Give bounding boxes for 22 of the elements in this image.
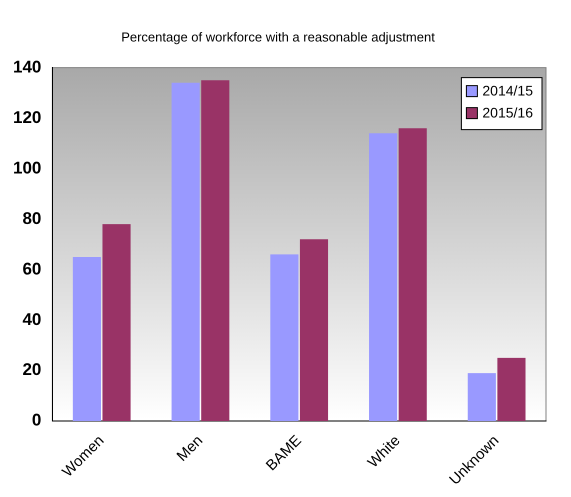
bar: [497, 358, 526, 422]
y-tick-label: 0: [32, 410, 42, 430]
bar: [270, 254, 298, 422]
y-tick-label: 140: [12, 57, 42, 76]
y-tick-label: 40: [22, 310, 42, 329]
bar: [398, 128, 427, 422]
bar: [201, 80, 230, 422]
y-tick-label: 120: [12, 108, 42, 127]
y-tick-label: 100: [12, 158, 42, 178]
bar: [300, 239, 328, 422]
y-tick-label: 80: [22, 208, 42, 228]
bar: [72, 256, 101, 422]
y-tick-label: 60: [22, 259, 42, 278]
bar: [102, 224, 131, 422]
x-tick-label: Men: [174, 432, 206, 465]
legend-label: 2015/16: [482, 104, 534, 120]
y-tick-label: 20: [22, 360, 42, 380]
chart-title: Percentage of workforce with a reasonable adjustment: [121, 29, 436, 44]
bar: [468, 373, 496, 422]
legend-label: 2014/15: [482, 82, 534, 98]
bar: [369, 133, 398, 422]
bar: [172, 82, 200, 422]
